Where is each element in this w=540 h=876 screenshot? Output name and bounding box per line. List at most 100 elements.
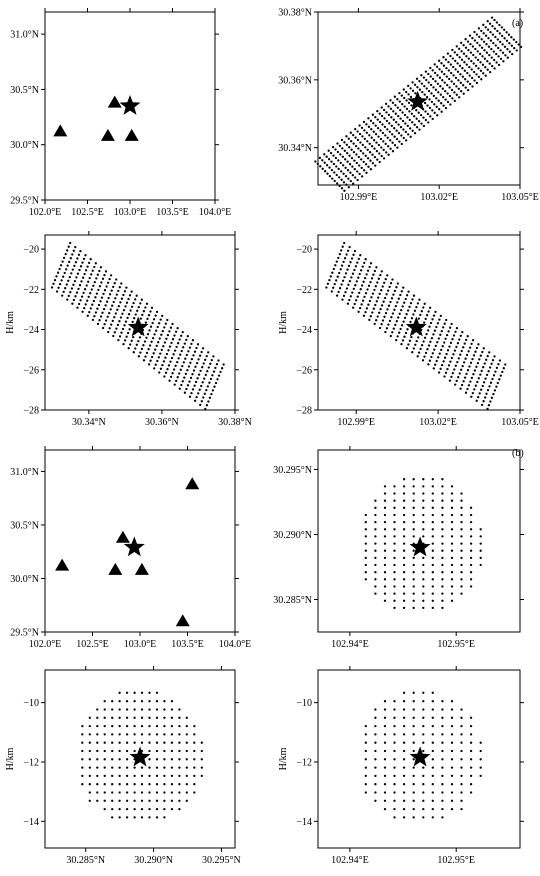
x-tick-label: 102.0°E	[29, 639, 62, 650]
grid-search-point	[155, 344, 158, 348]
grid-search-point	[178, 716, 181, 719]
grid-search-point	[402, 592, 406, 595]
grid-search-point	[414, 343, 417, 346]
grid-search-point	[53, 278, 57, 282]
grid-search-point	[423, 302, 426, 305]
grid-search-point	[364, 528, 367, 531]
grid-search-point	[163, 716, 166, 719]
grid-search-point	[92, 284, 95, 287]
grid-search-point	[418, 88, 422, 91]
grid-search-point	[395, 286, 398, 289]
grid-search-point	[374, 749, 377, 753]
grid-search-point	[490, 47, 493, 51]
grid-search-point	[122, 308, 126, 312]
grid-search-point	[118, 766, 121, 769]
grid-search-point	[368, 299, 372, 303]
grid-search-point	[375, 300, 378, 303]
grid-search-point	[122, 293, 125, 297]
grid-search-point	[87, 280, 90, 283]
grid-search-point	[111, 319, 114, 323]
grid-search-point	[99, 266, 103, 269]
grid-search-point	[431, 77, 435, 81]
grid-search-point	[396, 106, 399, 109]
grid-search-point	[465, 338, 468, 342]
grid-search-point	[505, 39, 509, 42]
grid-search-point	[431, 691, 434, 694]
grid-search-point	[497, 63, 501, 67]
grid-search-point	[491, 358, 495, 362]
grid-search-point	[491, 64, 494, 68]
grid-search-point	[424, 118, 428, 122]
grid-search-point	[460, 349, 463, 353]
grid-search-point	[444, 58, 448, 61]
grid-search-point	[412, 478, 415, 481]
grid-search-point	[431, 109, 434, 112]
grid-search-point	[479, 528, 482, 531]
grid-search-point	[344, 166, 347, 169]
grid-search-point	[481, 55, 484, 58]
grid-search-point	[178, 387, 181, 390]
grid-search-point	[463, 61, 466, 64]
grid-search-point	[216, 378, 219, 381]
grid-search-point	[195, 395, 198, 399]
grid-search-point	[391, 312, 395, 315]
grid-search-point	[431, 741, 434, 744]
grid-search-point	[100, 281, 103, 284]
grid-search-point	[124, 320, 128, 323]
grid-search-point	[365, 123, 368, 126]
grid-search-point	[412, 313, 415, 316]
grid-search-point	[359, 254, 362, 257]
grid-search-point	[370, 136, 373, 139]
grid-search-point	[455, 93, 458, 96]
grid-search-point	[389, 334, 392, 338]
grid-search-point	[357, 147, 360, 150]
grid-search-point	[330, 168, 334, 172]
grid-search-point	[423, 321, 426, 324]
grid-search-point	[163, 816, 166, 819]
grid-search-point	[361, 299, 365, 302]
grid-search-point	[374, 563, 377, 567]
grid-search-point	[381, 285, 384, 288]
grid-search-point	[342, 294, 346, 298]
grid-search-point	[96, 758, 99, 761]
grid-search-point	[415, 77, 419, 80]
grid-search-point	[382, 157, 386, 160]
grid-search-point	[485, 43, 488, 46]
grid-search-point	[119, 316, 123, 319]
grid-search-point	[487, 404, 491, 407]
grid-search-point	[440, 363, 444, 367]
grid-search-point	[108, 311, 111, 315]
grid-search-point	[88, 310, 91, 314]
grid-search-point	[374, 513, 377, 517]
grid-search-point	[103, 716, 106, 719]
grid-search-point	[450, 799, 454, 802]
grid-search-point	[448, 345, 451, 348]
grid-search-point	[118, 816, 121, 819]
grid-search-point	[450, 549, 454, 552]
grid-search-point	[483, 396, 487, 399]
grid-search-point	[364, 549, 367, 552]
grid-search-point	[487, 370, 490, 373]
y-tick-label: 30.5°N	[10, 520, 39, 531]
grid-search-point	[215, 363, 219, 366]
grid-search-point	[388, 319, 392, 323]
grid-search-point	[137, 305, 140, 309]
grid-search-point	[208, 396, 212, 399]
grid-search-point	[476, 361, 480, 365]
grid-search-point	[433, 71, 437, 75]
grid-search-point	[378, 112, 381, 115]
grid-search-point	[139, 317, 142, 320]
grid-search-point	[431, 700, 434, 703]
grid-search-point	[479, 61, 482, 64]
grid-search-point	[467, 57, 470, 60]
grid-search-point	[368, 318, 371, 322]
grid-search-point	[450, 578, 454, 581]
grid-search-point	[117, 289, 120, 293]
grid-search-point	[461, 67, 464, 70]
grid-search-point	[469, 535, 473, 538]
grid-search-point	[370, 128, 373, 131]
grid-search-point	[474, 350, 477, 353]
grid-search-point	[459, 73, 462, 76]
grid-search-point	[450, 592, 454, 595]
grid-search-point	[323, 153, 326, 156]
